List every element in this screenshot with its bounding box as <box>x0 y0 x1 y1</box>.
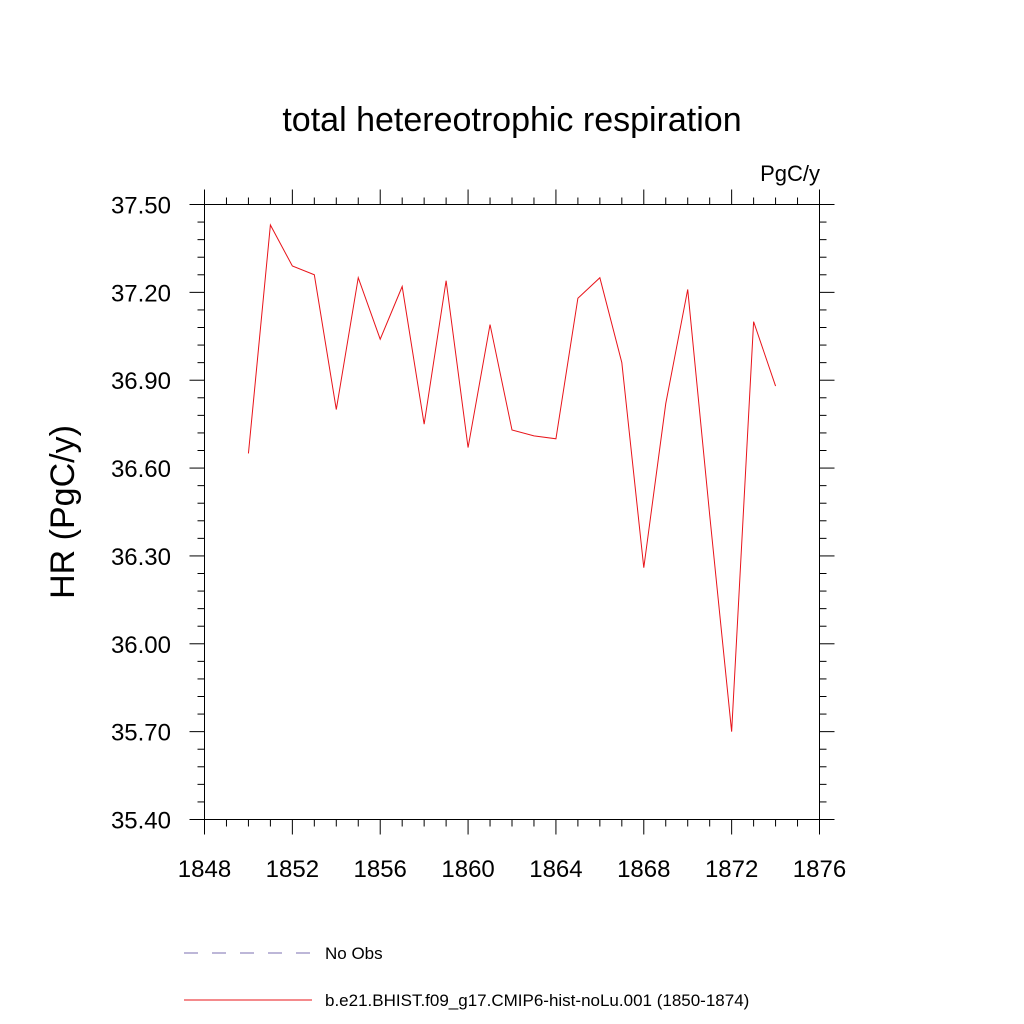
axis-ticks <box>189 189 835 835</box>
y-tick-label: 35.70 <box>111 720 171 747</box>
series-layer <box>247 223 777 732</box>
legend-label: No Obs <box>325 944 383 963</box>
x-tick-labels: 1848 1852 1856 1860 1864 1868 1872 1876 <box>178 856 846 883</box>
x-tick-label: 1872 <box>705 856 758 883</box>
plot-frame <box>204 204 820 820</box>
x-tick-label: 1864 <box>529 856 582 883</box>
chart-title: total hetereotrophic respiration <box>282 101 741 139</box>
legend: No Obs b.e21.BHIST.f09_g17.CMIP6-hist-noL… <box>184 944 749 1010</box>
y-tick-label: 36.30 <box>111 544 171 571</box>
y-tick-label: 35.40 <box>111 808 171 835</box>
x-tick-label: 1852 <box>266 856 319 883</box>
x-tick-label: 1876 <box>793 856 846 883</box>
units-label: PgC/y <box>760 161 820 186</box>
y-tick-label: 37.20 <box>111 280 171 307</box>
y-tick-label: 37.50 <box>111 193 171 220</box>
x-tick-label: 1868 <box>617 856 670 883</box>
y-tick-label: 36.00 <box>111 632 171 659</box>
legend-label: b.e21.BHIST.f09_g17.CMIP6-hist-noLu.001 … <box>325 991 749 1010</box>
y-tick-label: 36.90 <box>111 368 171 395</box>
y-tick-label: 36.60 <box>111 456 171 483</box>
x-tick-label: 1860 <box>441 856 494 883</box>
x-tick-label: 1856 <box>354 856 407 883</box>
x-tick-label: 1848 <box>178 856 231 883</box>
y-tick-labels: 35.40 35.70 36.00 36.30 36.60 36.90 37.20 37.50 <box>111 193 171 835</box>
series-line <box>247 223 777 732</box>
y-axis-label: HR (PgC/y) <box>44 425 82 599</box>
